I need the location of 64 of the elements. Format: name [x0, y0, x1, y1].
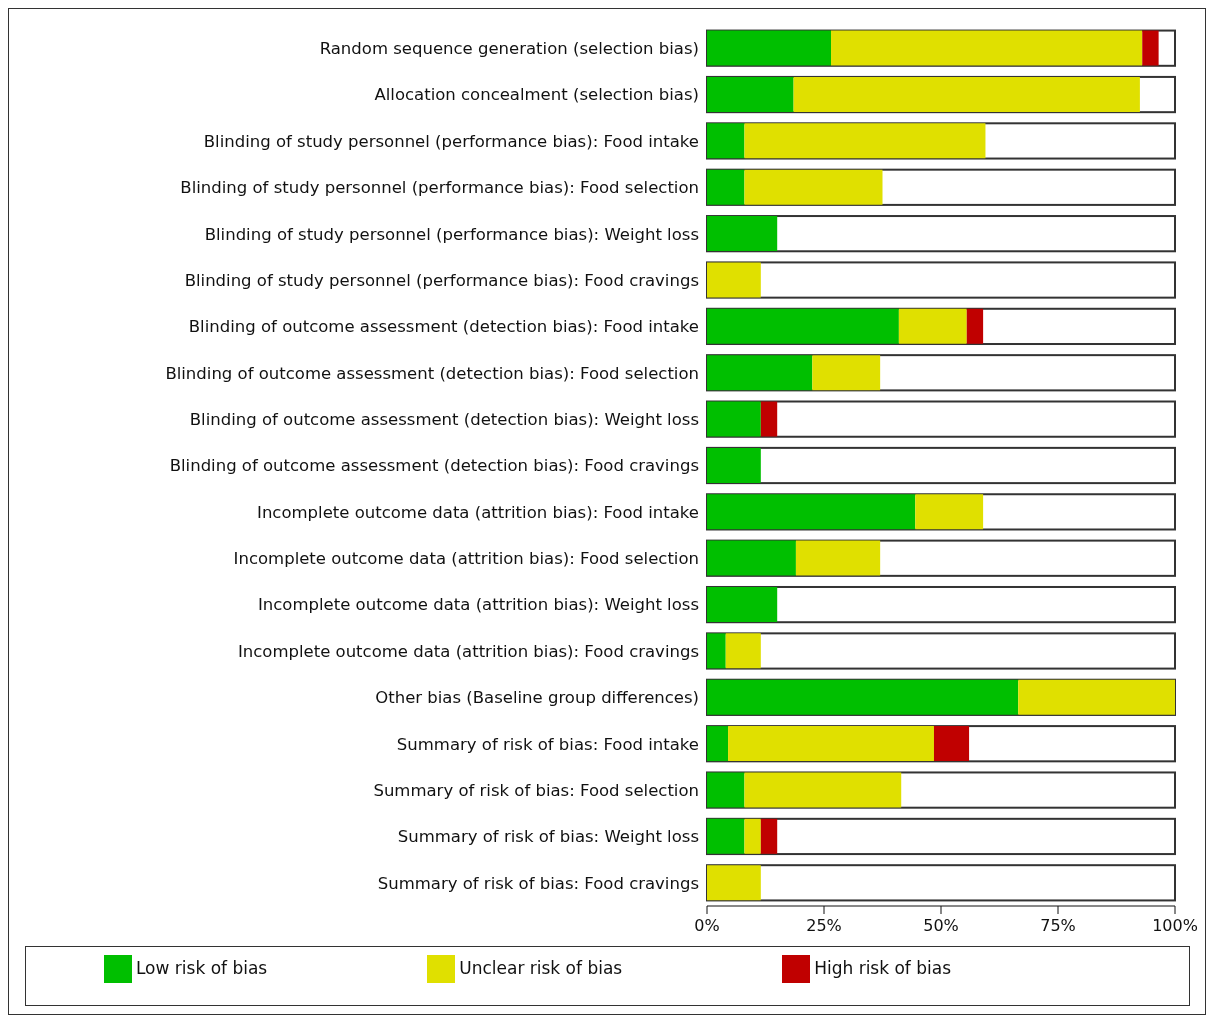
bar: [707, 772, 745, 808]
bar: [707, 216, 778, 252]
bar: [707, 262, 761, 298]
x-tick-label: 25%: [806, 916, 842, 936]
legend-label: Low risk of bias: [135, 958, 268, 978]
bar: [760, 818, 778, 854]
bar: [831, 30, 1143, 66]
bar: [707, 679, 1019, 715]
y-tick-label: Blinding of study personnel (performance bias): Food cravings: [184, 270, 699, 290]
y-tick-label: Summary of risk of bias: Food cravings: [377, 873, 699, 893]
y-tick-label: Incomplete outcome data (attrition bias): Food cravings: [237, 641, 699, 661]
bar: [795, 540, 881, 576]
x-tick-label: 100%: [1152, 916, 1198, 936]
legend-label: High risk of bias: [814, 958, 952, 978]
y-tick-label: Blinding of outcome assessment (detection bias): Food intake: [188, 317, 699, 337]
y-tick-label: Incomplete outcome data (attrition bias): Food intake: [257, 502, 699, 522]
bar: [744, 123, 986, 159]
legend-label: Unclear risk of bias: [459, 958, 623, 978]
bar: [744, 169, 883, 205]
bar: [707, 494, 916, 530]
bar: [744, 772, 902, 808]
y-tick-label: Other bias (Baseline group differences): [375, 688, 699, 708]
y-tick-label: Incomplete outcome data (attrition bias): Food selection: [233, 549, 699, 569]
y-tick-label: Summary of risk of bias: Food intake: [396, 734, 699, 754]
bar: [707, 540, 796, 576]
bar: [707, 30, 832, 66]
bar: [1142, 30, 1159, 66]
bar: [707, 76, 794, 112]
bar: [898, 308, 967, 344]
y-tick-label: Blinding of study personnel (performance bias): Food selection: [180, 178, 699, 198]
bar: [812, 355, 881, 391]
bar: [966, 308, 984, 344]
bar: [760, 401, 778, 437]
bar: [915, 494, 984, 530]
bar: [1018, 679, 1175, 715]
bar: [793, 76, 1140, 112]
y-tick-label: Random sequence generation (selection bias): [319, 39, 699, 59]
bar: [707, 447, 761, 483]
bar: [707, 169, 745, 205]
bar: [744, 818, 761, 854]
bar: [707, 865, 761, 901]
x-tick-label: 75%: [1040, 916, 1076, 936]
y-tick-label: Blinding of study personnel (performance bias): Food intake: [203, 131, 699, 151]
bar: [707, 123, 745, 159]
bar: [707, 633, 726, 669]
y-tick-label: Incomplete outcome data (attrition bias): Weight loss: [257, 595, 699, 615]
x-tick-label: 0%: [694, 916, 720, 936]
y-tick-label: Blinding of outcome assessment (detection bias): Food selection: [165, 363, 699, 383]
y-tick-label: Allocation concealment (selection bias): [374, 85, 699, 105]
bar: [707, 726, 729, 762]
bar: [707, 308, 899, 344]
y-tick-label: Summary of risk of bias: Weight loss: [397, 827, 699, 847]
bar: [707, 818, 745, 854]
bar: [707, 586, 778, 622]
y-tick-label: Summary of risk of bias: Food selection: [373, 780, 699, 800]
bar: [707, 401, 761, 437]
bar: [728, 726, 934, 762]
y-tick-label: Blinding of study personnel (performance bias): Weight loss: [204, 224, 699, 244]
bar: [725, 633, 761, 669]
x-tick-label: 50%: [923, 916, 959, 936]
bar: [933, 726, 970, 762]
bar: [707, 355, 813, 391]
y-tick-label: Blinding of outcome assessment (detection bias): Weight loss: [189, 409, 699, 429]
y-tick-label: Blinding of outcome assessment (detection bias): Food cravings: [169, 456, 699, 476]
